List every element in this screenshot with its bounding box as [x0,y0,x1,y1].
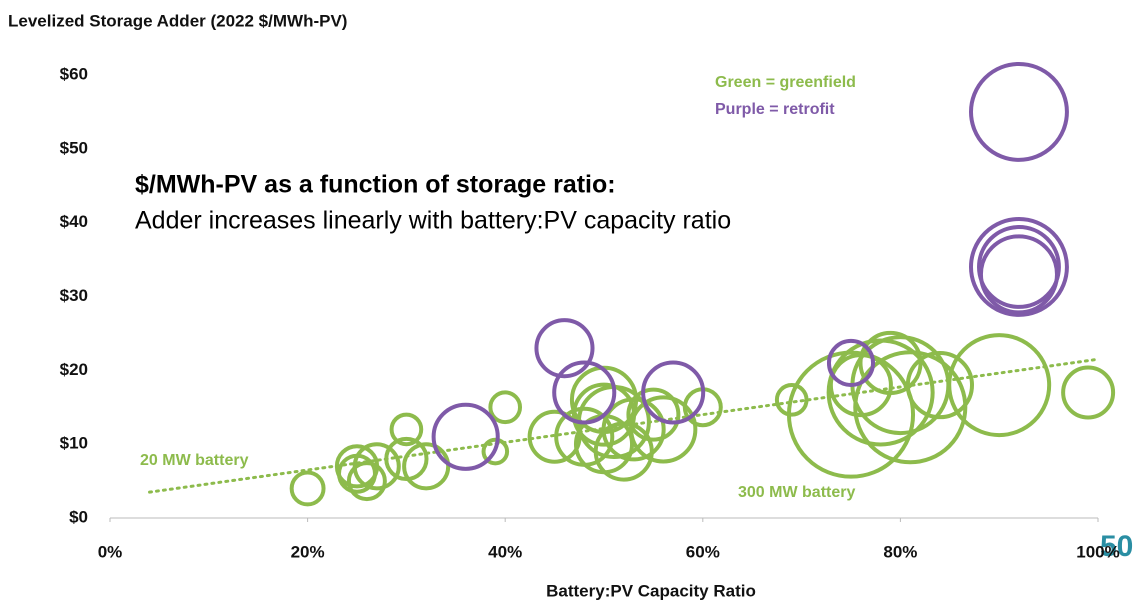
bubble [978,234,1059,315]
x-tick-label: 60% [686,542,720,561]
bubble [626,387,681,442]
x-tick-label: 80% [883,542,917,561]
x-tick-label: 20% [291,542,325,561]
page-number: 50 [1100,530,1133,563]
y-tick-label: $0 [69,507,88,526]
chart-title: Levelized Storage Adder (2022 $/MWh-PV) [8,11,347,30]
y-tick-label: $10 [60,434,88,453]
x-tick-label: 100% [1076,542,1119,561]
y-tick-label: $60 [60,64,88,83]
annotation: Green = greenfield [715,74,856,91]
headline: $/MWh-PV as a function of storage ratio: [135,171,616,199]
x-tick-label: 40% [488,542,522,561]
annotation: Purple = retrofit [715,101,835,118]
x-tick-label: 0% [98,542,123,561]
y-tick-label: $20 [60,360,88,379]
bubble [1061,365,1116,420]
bubble [774,383,809,417]
bubble [552,360,617,425]
bubble [289,470,326,507]
bubble [346,461,387,502]
y-tick-label: $40 [60,212,88,231]
bubble [968,61,1069,162]
bubble [641,360,706,425]
annotation: 20 MW battery [140,452,249,469]
bubble [905,351,974,420]
bubble [828,353,893,418]
bubble [352,442,401,491]
bubble [431,402,500,471]
annotation: 300 MW battery [738,484,855,501]
bubble [947,333,1052,438]
y-tick-label: $30 [60,286,88,305]
bubble [488,390,523,425]
bubble [977,225,1061,309]
bubble [481,437,510,466]
bubble [402,442,451,491]
y-tick-label: $50 [60,138,88,157]
x-axis-label: Battery:PV Capacity Ratio [546,581,756,600]
subheadline: Adder increases linearly with battery:PV… [135,207,731,235]
bubble [826,338,876,387]
bubble [534,318,595,379]
bubble [629,395,698,464]
bubble [968,217,1069,317]
bubble [527,409,582,464]
bubble [389,412,424,447]
bubble [786,350,916,479]
